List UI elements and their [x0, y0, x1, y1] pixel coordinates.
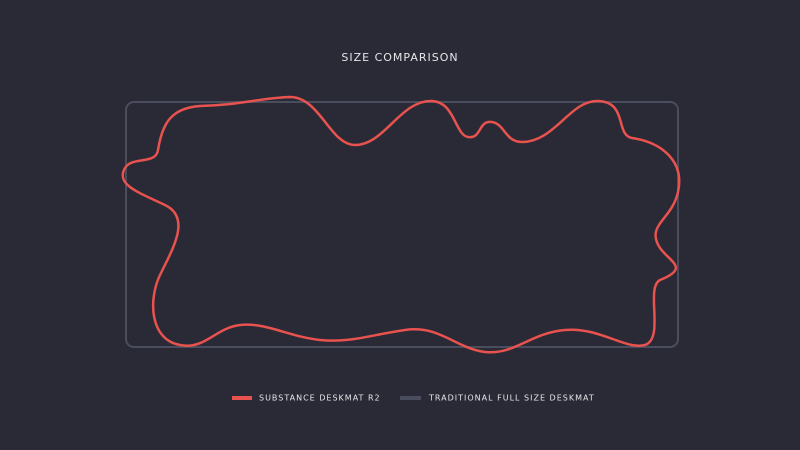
- legend-label: TRADITIONAL FULL SIZE DESKMAT: [428, 394, 595, 403]
- legend-label: SUBSTANCE DESKMAT R2: [259, 394, 381, 403]
- title: SIZE COMPARISON: [341, 51, 458, 64]
- traditional-deskmat-outline: [125, 101, 679, 348]
- substance-deskmat-outline: [121, 95, 681, 354]
